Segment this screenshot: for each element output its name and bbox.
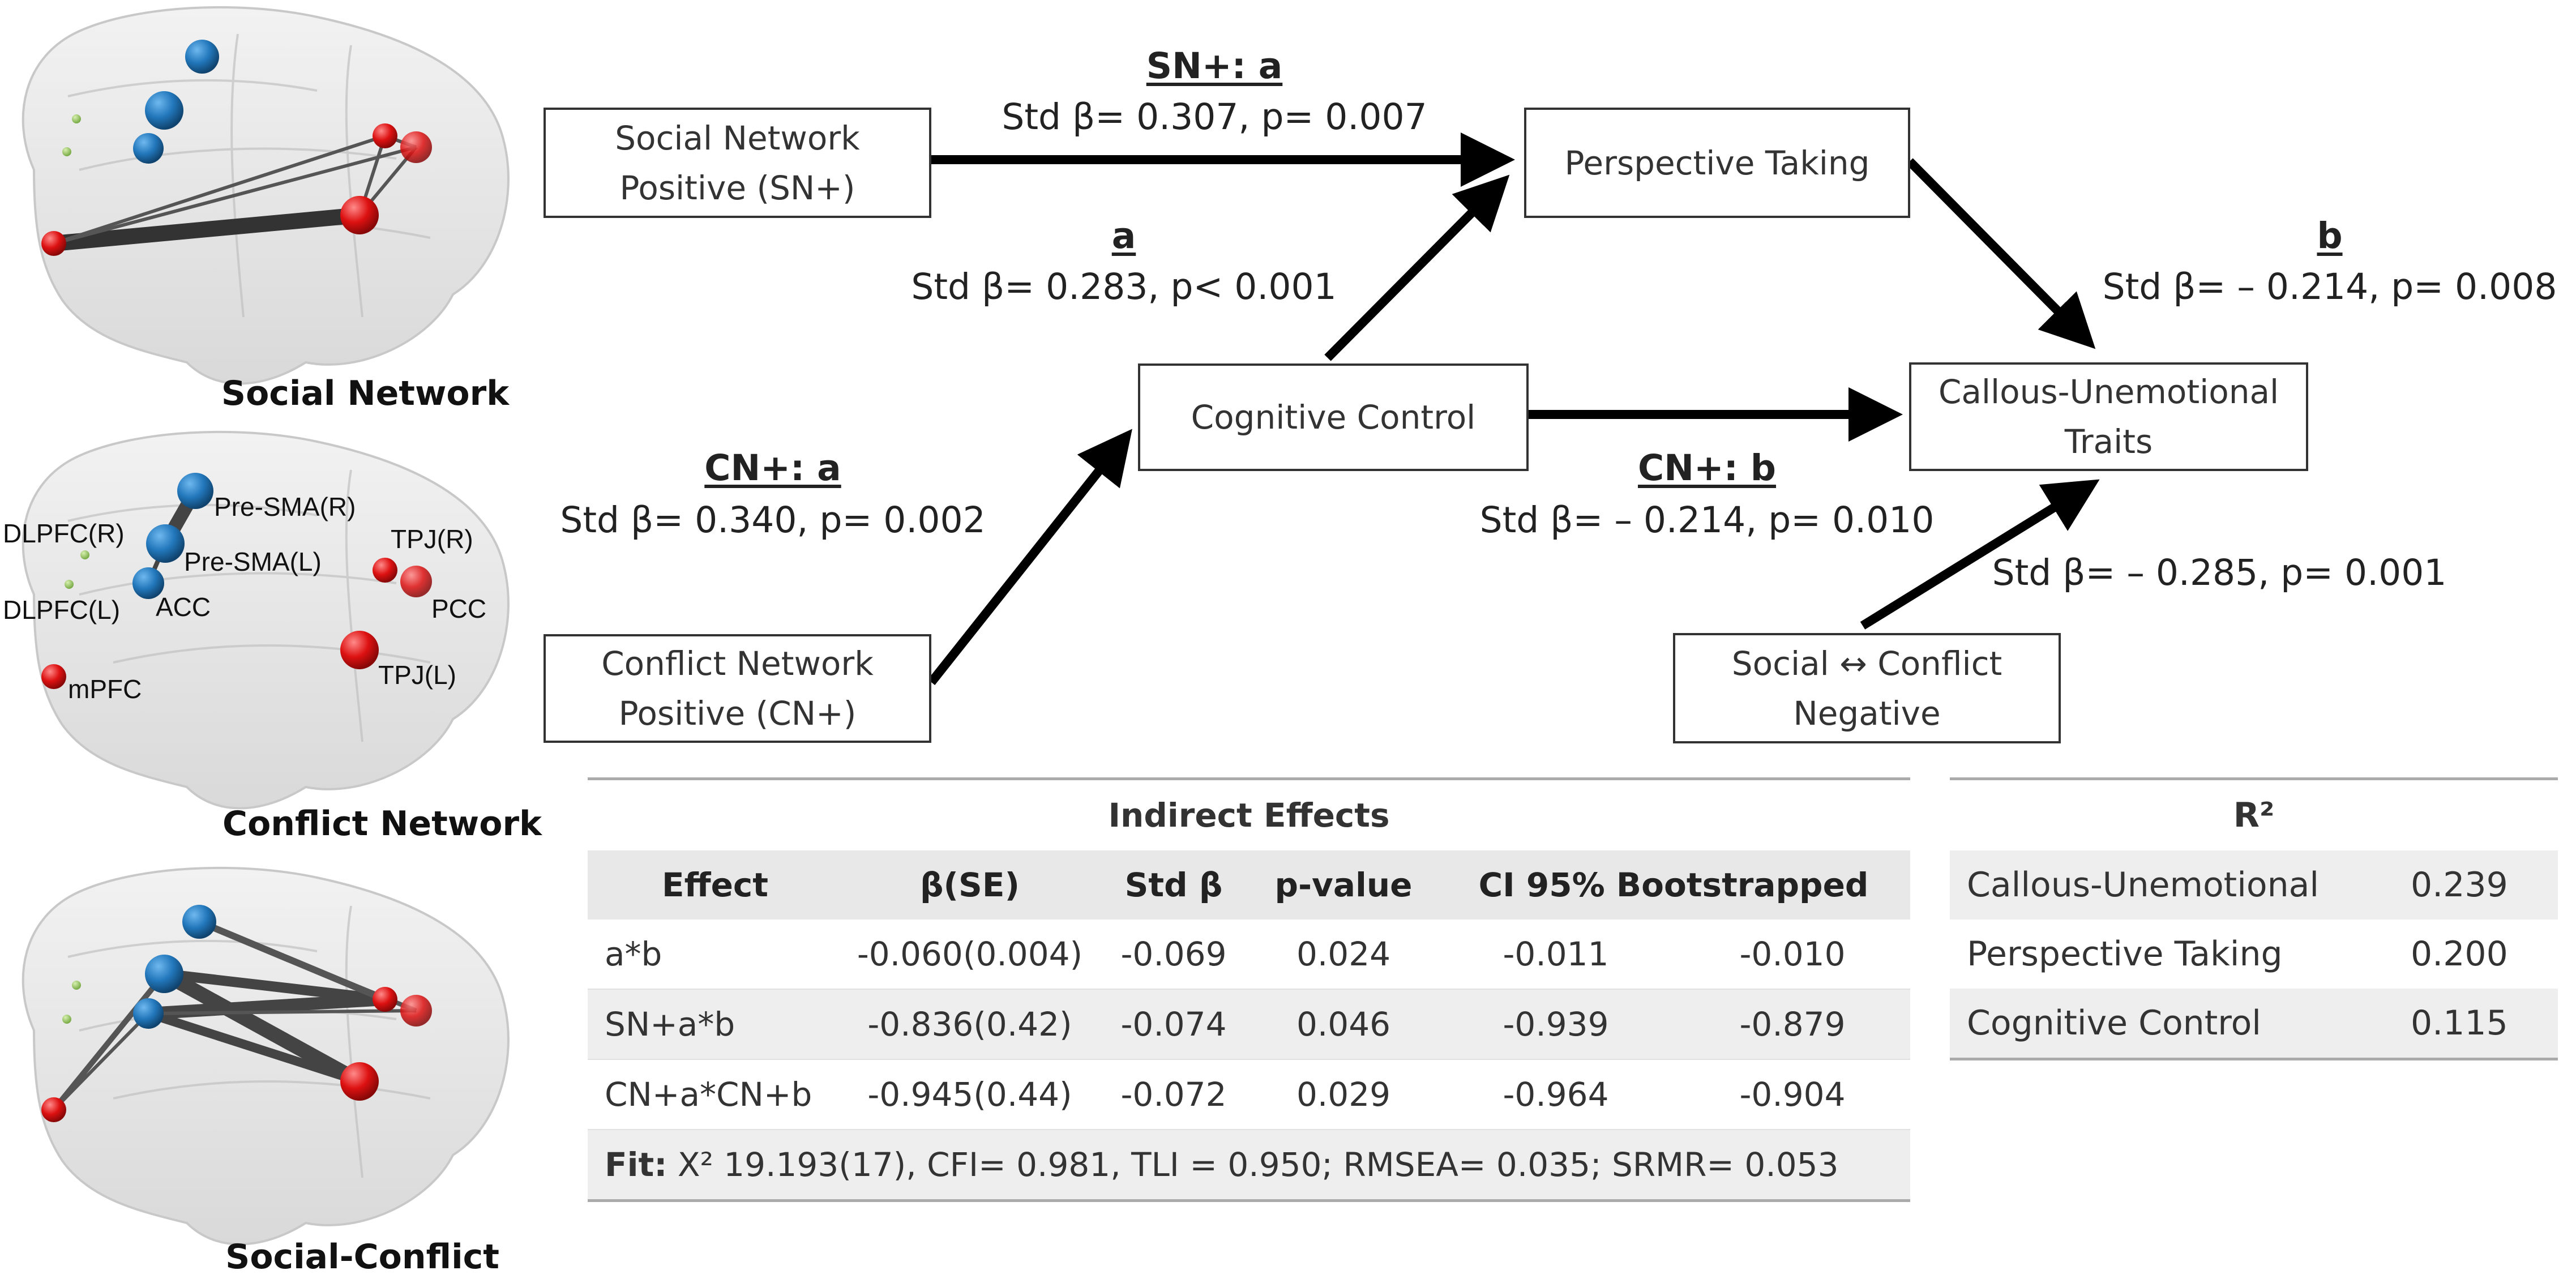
node-sphere [62, 147, 71, 156]
social-network-caption: Social Network [221, 374, 510, 413]
social-conflict-brain [22, 866, 510, 1246]
region-label-presma-l: Pre-SMA(L) [184, 547, 322, 576]
node-sphere [132, 567, 164, 599]
path-label-cn-b: CN+: b [1638, 447, 1776, 489]
arrow-pt-to-cu [1906, 158, 2096, 349]
node-social-conflict-negative: Social ↔ Conflict Negative [1673, 633, 2061, 743]
node-sphere [340, 631, 379, 669]
indirect-effects-title: Indirect Effects [588, 777, 1910, 850]
node-sphere [340, 1062, 379, 1101]
region-label-mpfc: mPFC [68, 674, 142, 704]
node-sphere [62, 1015, 71, 1024]
node-sphere [41, 1097, 66, 1122]
r2-title: R² [1950, 777, 2558, 850]
node-sphere [373, 123, 397, 148]
arrow-scn-to-cu [1860, 479, 2100, 630]
node-sphere [182, 905, 216, 939]
table-row: CN+a*CN+b -0.945(0.44) -0.072 0.029 -0.9… [588, 1059, 1910, 1130]
node-callous-unemotional-traits: Callous-Unemotional Traits [1909, 362, 2308, 471]
r2-table: R² Callous-Unemotional 0.239 Perspective… [1950, 777, 2558, 1060]
node-sphere [72, 114, 81, 123]
table-row: SN+a*b -0.836(0.42) -0.074 0.046 -0.939 … [588, 989, 1910, 1060]
node-sphere [65, 580, 74, 589]
region-label-pcc: PCC [431, 594, 487, 623]
column-header: p-value [1250, 850, 1437, 920]
path-stats-b: Std β= – 0.214, p= 0.008 [2102, 266, 2557, 307]
path-stats-a: Std β= 0.283, p< 0.001 [911, 266, 1337, 307]
node-sphere [400, 131, 432, 163]
path-label-sn-a: SN+: a [1146, 45, 1283, 87]
path-stats-cn-a: Std β= 0.340, p= 0.002 [560, 499, 986, 541]
node-sphere [373, 987, 397, 1012]
node-sphere [133, 133, 164, 164]
node-sphere [400, 566, 432, 597]
path-label-a: a [1111, 215, 1136, 256]
column-header: Std β [1097, 850, 1250, 920]
node-sphere [146, 524, 185, 563]
node-perspective-taking: Perspective Taking [1524, 108, 1910, 218]
path-stats-cn-b: Std β= – 0.214, p= 0.010 [1479, 499, 1935, 541]
node-sphere [177, 473, 213, 509]
region-label-presma-r: Pre-SMA(R) [214, 492, 356, 521]
node-sphere [400, 995, 432, 1027]
brain-panels [22, 6, 510, 1246]
node-sphere [72, 981, 81, 990]
path-label-b: b [2317, 215, 2343, 256]
node-cognitive-control: Cognitive Control [1138, 363, 1529, 471]
node-sphere [145, 91, 183, 130]
conflict-network-caption: Conflict Network [222, 804, 542, 844]
social-conflict-caption: Social-Conflict [225, 1237, 499, 1277]
arrow-cc-to-pt [1324, 174, 1510, 361]
fit-label: Fit: [605, 1145, 667, 1184]
node-sphere [185, 40, 219, 74]
column-header: Effect [588, 850, 842, 920]
fit-row: Fit: X² 19.193(17), CFI= 0.981, TLI = 0.… [588, 1130, 1910, 1202]
path-label-cn-a: CN+: a [704, 447, 841, 489]
path-arrows [927, 132, 2100, 685]
node-sphere [340, 196, 379, 234]
path-stats-sn-a: Std β= 0.307, p= 0.007 [1002, 96, 1427, 138]
region-label-tpj-r: TPJ(R) [391, 524, 473, 554]
region-label-acc: ACC [156, 592, 211, 622]
arrow-cn-to-cc [927, 429, 1132, 685]
indirect-effects-table: Indirect Effects Effect β(SE) Std β p-va… [588, 777, 1910, 1202]
node-sphere [145, 955, 183, 993]
node-sphere [133, 998, 164, 1029]
fit-text: X² 19.193(17), CFI= 0.981, TLI = 0.950; … [667, 1145, 1839, 1184]
table-row: Callous-Unemotional 0.239 [1950, 850, 2558, 920]
region-label-tpj-l: TPJ(L) [378, 660, 456, 690]
table-row: Perspective Taking 0.200 [1967, 934, 2508, 974]
node-social-network-positive: Social Network Positive (SN+) [544, 108, 931, 218]
region-label-dlpfc-r: DLPFC(R) [3, 519, 125, 548]
node-conflict-network-positive: Conflict Network Positive (CN+) [544, 634, 931, 743]
social-network-brain [22, 6, 510, 385]
path-stats-social-conflict: Std β= – 0.285, p= 0.001 [1992, 552, 2447, 593]
node-sphere [41, 231, 66, 256]
node-sphere [41, 664, 66, 689]
column-header: CI 95% Bootstrapped [1437, 850, 1910, 920]
node-sphere [373, 558, 397, 583]
table-row: a*b -0.060(0.004) -0.069 0.024 -0.011 -0… [588, 920, 1910, 990]
table-row: Cognitive Control 0.115 [1950, 989, 2558, 1060]
region-label-dlpfc-l: DLPFC(L) [3, 595, 121, 625]
conflict-network-brain [22, 430, 510, 810]
column-header: β(SE) [842, 850, 1097, 920]
node-sphere [80, 550, 89, 559]
